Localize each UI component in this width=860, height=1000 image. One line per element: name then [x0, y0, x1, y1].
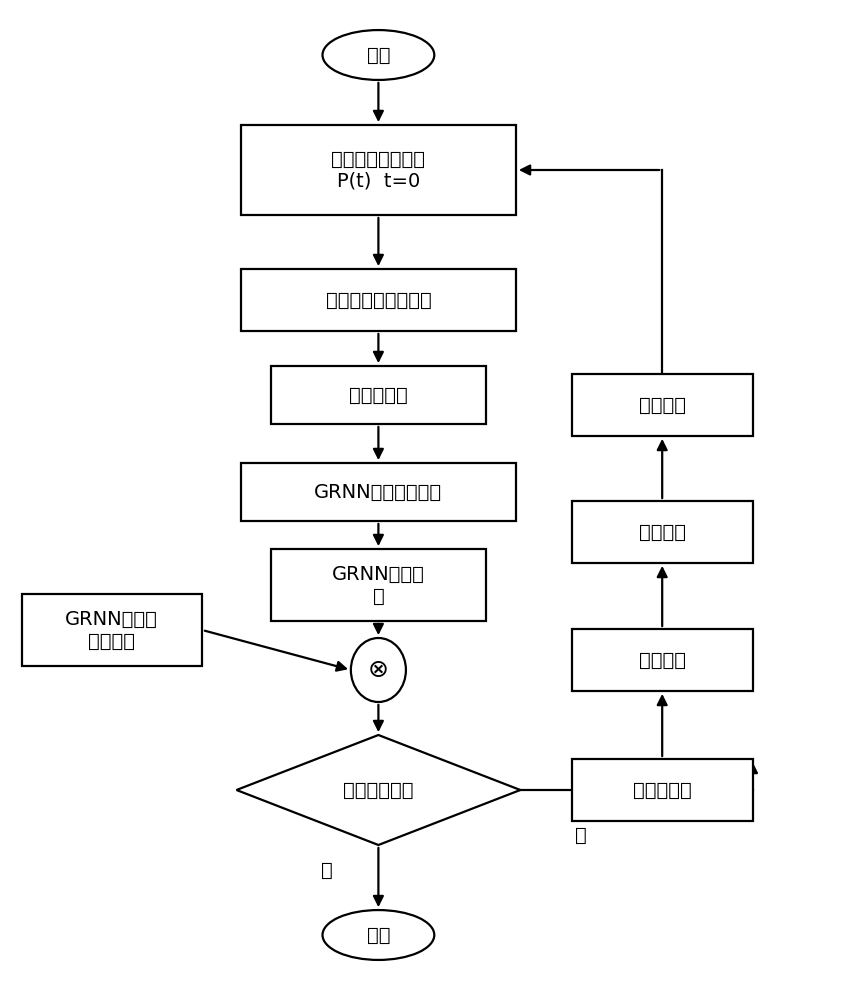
Text: 是: 是 — [321, 860, 333, 880]
Bar — [572, 501, 752, 563]
Bar — [271, 366, 486, 424]
Text: 数据归一化: 数据归一化 — [349, 385, 408, 404]
Circle shape — [351, 638, 406, 702]
Bar — [241, 125, 516, 215]
Text: 开始: 开始 — [366, 45, 390, 64]
Polygon shape — [237, 735, 520, 845]
Bar — [572, 759, 752, 821]
Text: 解码对应初始参数集: 解码对应初始参数集 — [326, 290, 431, 310]
Text: 交叉操作: 交叉操作 — [639, 522, 685, 542]
Text: 否: 否 — [574, 826, 587, 844]
Bar — [22, 594, 202, 666]
Bar — [241, 463, 516, 521]
Text: GRNN模型期
望输出值: GRNN模型期 望输出值 — [65, 609, 158, 650]
Bar — [572, 374, 752, 436]
Bar — [271, 549, 486, 621]
Ellipse shape — [322, 30, 434, 80]
Text: ⊗: ⊗ — [368, 658, 389, 682]
Ellipse shape — [322, 910, 434, 960]
Text: 变异操作: 变异操作 — [639, 395, 685, 414]
Text: GRNN模拟行程时间: GRNN模拟行程时间 — [315, 483, 442, 502]
Bar — [572, 629, 752, 691]
Text: 达到迭代次数: 达到迭代次数 — [343, 780, 414, 800]
Bar — [241, 269, 516, 331]
Text: 选择操作: 选择操作 — [639, 650, 685, 670]
Text: GRNN实际输
出: GRNN实际输 出 — [332, 564, 425, 605]
Text: 结束: 结束 — [366, 926, 390, 944]
Text: 随机生成初始种群
P(t)  t=0: 随机生成初始种群 P(t) t=0 — [331, 149, 426, 190]
Text: 二进制编码: 二进制编码 — [633, 780, 691, 800]
